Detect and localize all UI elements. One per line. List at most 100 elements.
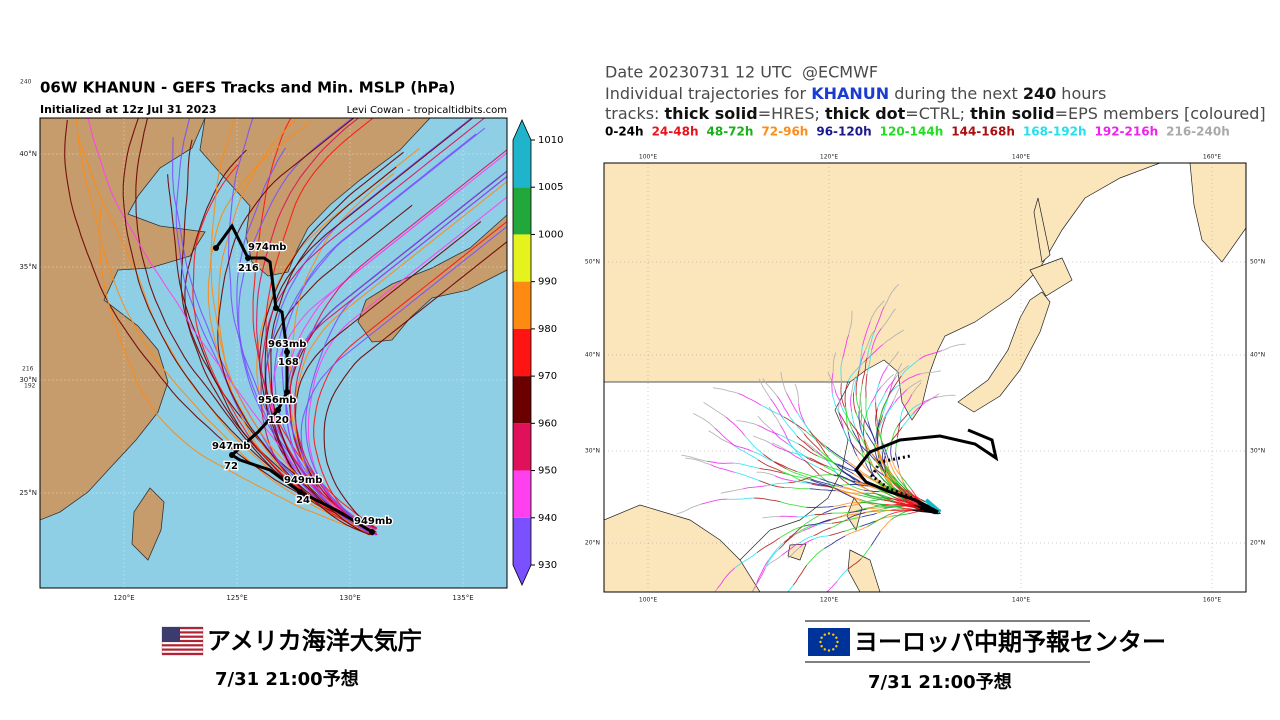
legend-entry: 24-48h bbox=[652, 125, 699, 139]
track-line bbox=[875, 402, 878, 422]
track-line bbox=[758, 378, 771, 399]
track-line bbox=[891, 513, 908, 517]
track-label: 947mb bbox=[212, 441, 250, 452]
star bbox=[836, 640, 839, 644]
track-line bbox=[859, 393, 862, 409]
star bbox=[819, 640, 822, 644]
lon-label: 120°E bbox=[113, 594, 134, 602]
track-line bbox=[855, 505, 883, 512]
track-line bbox=[863, 437, 877, 462]
track-line bbox=[885, 402, 896, 418]
track-line bbox=[853, 371, 860, 393]
track-line bbox=[180, 139, 374, 533]
track-line bbox=[172, 137, 378, 535]
track-line bbox=[720, 488, 744, 494]
track-line bbox=[891, 426, 903, 441]
lat-label: 40°N bbox=[19, 150, 37, 158]
track-points bbox=[213, 245, 375, 535]
track-line bbox=[743, 485, 766, 490]
track-line bbox=[736, 420, 759, 426]
track-line bbox=[859, 501, 886, 506]
track-line bbox=[866, 507, 884, 510]
track-line bbox=[848, 310, 853, 336]
track-line bbox=[810, 474, 834, 478]
lon-label: 135°E bbox=[452, 594, 473, 602]
track-line bbox=[685, 457, 711, 465]
star bbox=[827, 649, 831, 652]
track-line bbox=[774, 475, 794, 482]
track-line bbox=[826, 581, 838, 592]
track-line bbox=[709, 464, 735, 473]
track-line bbox=[883, 283, 900, 307]
track-line bbox=[832, 352, 837, 373]
lon-label: 130°E bbox=[339, 594, 360, 602]
track-line bbox=[876, 419, 880, 444]
colorbar-segment bbox=[513, 187, 531, 235]
land bbox=[40, 118, 507, 561]
track-line bbox=[809, 430, 826, 448]
track-line bbox=[855, 395, 865, 420]
track-line bbox=[864, 331, 875, 352]
caption: アメリカ海洋大気庁 bbox=[207, 627, 422, 655]
star bbox=[832, 633, 835, 636]
track-line bbox=[887, 375, 902, 397]
track-line bbox=[774, 461, 797, 472]
track-line bbox=[876, 392, 886, 409]
track-line bbox=[894, 389, 908, 403]
track-line bbox=[790, 451, 810, 459]
track-line bbox=[900, 505, 919, 508]
track-line bbox=[703, 401, 727, 418]
track-line bbox=[780, 372, 788, 394]
track-line bbox=[892, 496, 915, 506]
text-segment: Individual trajectories for bbox=[605, 84, 811, 103]
track-line bbox=[781, 471, 807, 483]
track-line bbox=[844, 526, 868, 537]
track-line bbox=[765, 482, 789, 487]
track-line bbox=[734, 552, 758, 569]
track-line bbox=[759, 467, 786, 475]
colorbar-segment bbox=[513, 140, 531, 188]
track-line bbox=[779, 525, 804, 539]
track-line bbox=[753, 435, 772, 445]
track-line bbox=[844, 381, 849, 407]
track-line bbox=[259, 151, 404, 531]
track-line bbox=[770, 398, 784, 419]
legend-entry: 48-72h bbox=[707, 125, 754, 139]
track-line bbox=[772, 442, 789, 452]
track-line bbox=[850, 376, 856, 395]
lon-label: 160°E bbox=[1203, 597, 1221, 604]
track-line bbox=[938, 394, 956, 398]
track-line bbox=[888, 509, 913, 516]
track-line bbox=[880, 373, 894, 388]
colorbar-segment bbox=[513, 517, 531, 565]
track-line bbox=[847, 558, 862, 570]
track-line bbox=[863, 439, 869, 455]
track-line bbox=[895, 452, 899, 468]
track-label: 963mb bbox=[268, 339, 306, 350]
track-line bbox=[895, 365, 910, 378]
track-line bbox=[852, 392, 857, 414]
track-line bbox=[847, 431, 858, 457]
track-line bbox=[885, 400, 894, 416]
track-line bbox=[787, 546, 800, 559]
track-line bbox=[912, 402, 926, 415]
colorbar-label: 930 bbox=[538, 560, 557, 571]
track-line bbox=[756, 537, 780, 554]
track-line bbox=[865, 462, 876, 478]
track-line bbox=[779, 424, 791, 444]
track-line bbox=[167, 174, 375, 535]
colorbar-label: 1010 bbox=[538, 135, 563, 146]
track-line bbox=[700, 498, 728, 505]
track-line bbox=[882, 329, 904, 345]
track-line bbox=[879, 519, 892, 532]
track-line bbox=[880, 416, 886, 434]
track-label: 949mb bbox=[284, 475, 322, 486]
track-line bbox=[782, 417, 798, 437]
track-line bbox=[854, 480, 875, 494]
text-segment: during the next bbox=[889, 84, 1023, 103]
track-line bbox=[852, 430, 864, 453]
track-line bbox=[881, 308, 896, 329]
track-line bbox=[281, 127, 486, 529]
track-line bbox=[924, 393, 940, 404]
track-line bbox=[901, 373, 921, 384]
